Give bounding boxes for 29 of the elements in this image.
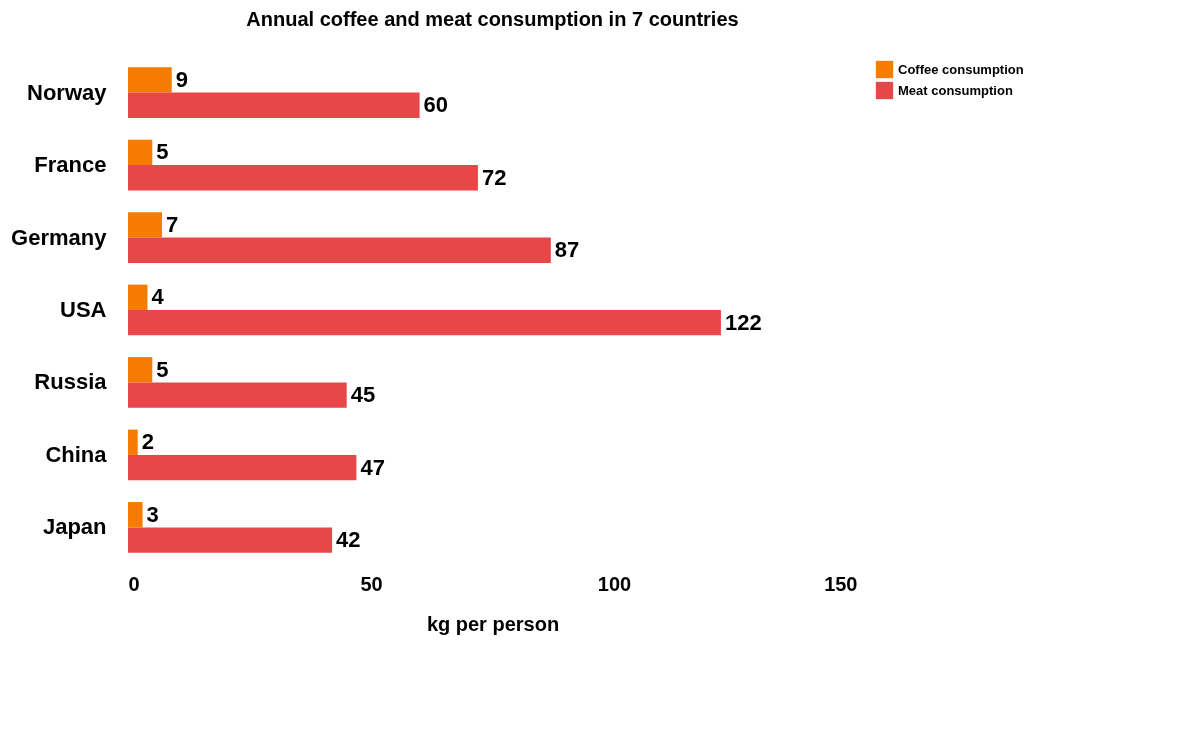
data-label: 47 <box>360 454 385 480</box>
data-label: 87 <box>554 237 580 263</box>
y-tick-label: Germany <box>11 224 108 250</box>
data-label: 7 <box>166 211 179 237</box>
y-tick-label: China <box>45 441 108 467</box>
data-label: 4 <box>151 284 165 310</box>
y-tick-label: USA <box>60 297 107 322</box>
data-label: 60 <box>423 92 449 118</box>
x-axis-title: kg per person <box>426 612 560 635</box>
y-tick-label: France <box>34 152 107 178</box>
data-label: 5 <box>156 356 169 382</box>
x-tick-label: 0 <box>128 572 140 595</box>
data-label: 3 <box>146 501 159 527</box>
data-label: 45 <box>350 382 376 408</box>
y-tick-label: Russia <box>34 369 108 395</box>
legend-label: Meat consumption <box>898 82 1013 98</box>
data-label: 72 <box>481 164 507 190</box>
y-tick-label: Japan <box>42 514 107 540</box>
x-tick-label: 150 <box>824 572 858 595</box>
data-label: 2 <box>141 429 154 455</box>
y-tick-label: Norway <box>27 79 108 105</box>
legend-label: Coffee consumption <box>898 61 1024 77</box>
chart-title: Annual coffee and meat consumption in 7 countries <box>246 8 739 30</box>
data-label: 42 <box>336 527 361 553</box>
data-label: 9 <box>175 66 188 92</box>
x-tick-label: 50 <box>360 572 383 595</box>
data-label: 5 <box>156 139 169 165</box>
x-tick-label: 100 <box>597 572 632 595</box>
data-label: 122 <box>724 309 762 335</box>
